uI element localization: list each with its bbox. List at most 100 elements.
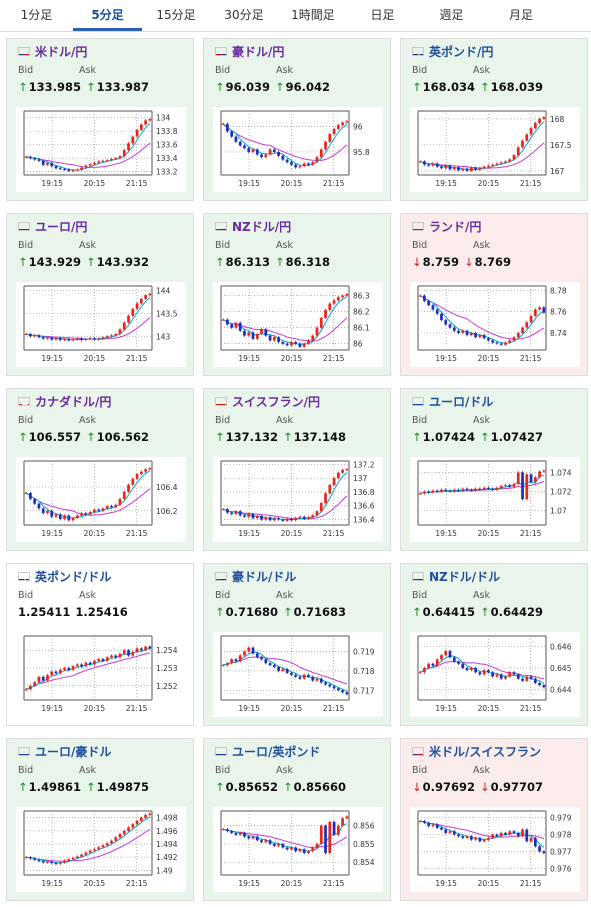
candle-up: [521, 327, 524, 333]
mini-candle-chart[interactable]: 137.2 137 136.8 136.6 136.4 19:15 20:15 21:15: [213, 457, 383, 542]
candle-up: [345, 469, 349, 471]
candle-up: [341, 295, 344, 298]
tab-1[interactable]: 1分足: [20, 8, 53, 22]
candle-down: [435, 309, 439, 314]
candle-up: [290, 342, 293, 346]
candle-up: [97, 847, 101, 850]
pair-name-link[interactable]: スイスフラン/円: [232, 394, 321, 409]
candle-down: [423, 295, 426, 301]
tab-4[interactable]: 30分足: [224, 8, 264, 22]
candle-up: [24, 689, 28, 691]
pair-name-link[interactable]: 豪ドル/ドル: [232, 569, 297, 584]
rate-card[interactable]: スイスフラン/円 Bid Ask ↑137.132 ↑137.148 137.2 137 13…: [203, 388, 391, 551]
rate-card[interactable]: カナダドル/円 Bid Ask ↑106.557 ↑106.562 106.4 106.2 1…: [6, 388, 194, 551]
candle-up: [97, 161, 101, 163]
rate-card[interactable]: 米ドル/スイスフラン Bid Ask ↓0.97692 ↓0.97707 0.979 0.9…: [400, 738, 588, 901]
candle-up: [319, 502, 323, 512]
rate-card[interactable]: 英ポンド/円 Bid Ask ↑168.034 ↑168.039 168 167.5 167 1…: [400, 38, 588, 201]
rate-card[interactable]: ユーロ/ドル Bid Ask ↑1.07424 ↑1.07427 1.074 1.072 1.…: [400, 388, 588, 551]
candle-up: [461, 488, 465, 491]
pair-name-link[interactable]: 米ドル/スイスフラン: [429, 744, 542, 759]
bid-price: 8.759: [422, 255, 460, 269]
candle-down: [538, 682, 541, 686]
y-tick-label: 136.6: [353, 502, 375, 511]
candle-up: [37, 676, 41, 683]
mini-candle-chart[interactable]: 8.78 8.76 8.74 19:15 20:15 21:15: [410, 282, 580, 367]
candle-up: [315, 511, 319, 516]
ask-label: Ask: [276, 765, 293, 776]
tab-8[interactable]: 月足: [508, 8, 533, 22]
mini-candle-chart[interactable]: 106.4 106.2 19:15 20:15 21:15: [16, 457, 186, 542]
mini-candle-chart[interactable]: 0.719 0.718 0.717 19:15 20:15 21:15: [213, 632, 383, 717]
candle-down: [448, 490, 452, 492]
tab-2[interactable]: 5分足: [73, 0, 142, 31]
x-tick-label: 21:15: [323, 354, 345, 363]
candle-down: [294, 164, 298, 168]
pair-name-link[interactable]: ランド/円: [429, 219, 482, 234]
mini-candle-chart[interactable]: 1.254 1.253 1.252 19:15 20:15 21:15: [16, 632, 186, 717]
rate-card[interactable]: ランド/円 Bid Ask ↓8.759 ↓8.769 8.78 8.76 8.74 19:15…: [400, 213, 588, 376]
tab-3[interactable]: 15分足: [156, 8, 196, 22]
rate-card[interactable]: 豪ドル/円 Bid Ask ↑96.039 ↑96.042 96 95.8 19:15 20:1…: [203, 38, 391, 201]
y-tick-label: 143: [156, 332, 171, 341]
mini-candle-chart[interactable]: 86.3 86.2 86.1 86 19:15 20:15 21:15: [213, 282, 383, 367]
pair-name-link[interactable]: 英ポンド/円: [429, 44, 494, 59]
mini-candle-chart[interactable]: 168 167.5 167 19:15 20:15 21:15: [410, 107, 580, 192]
pair-name-link[interactable]: ユーロ/英ポンド: [232, 744, 321, 759]
mini-candle-chart[interactable]: 0.646 0.645 0.644 19:15 20:15 21:15: [410, 632, 580, 717]
mini-candle-chart[interactable]: 0.856 0.855 0.854 19:15 20:15 21:15: [213, 807, 383, 892]
arrow-up-icon: ↑: [412, 430, 422, 444]
x-tick-label: 20:15: [281, 879, 303, 888]
candle-up: [144, 469, 147, 472]
pair-name-link[interactable]: ユーロ/円: [35, 219, 88, 234]
mini-candle-chart[interactable]: 1.074 1.072 1.07 19:15 20:15 21:15: [410, 457, 580, 542]
rate-card[interactable]: ユーロ/豪ドル Bid Ask ↑1.49861 ↑1.49875 1.498 1.496 1…: [6, 738, 194, 901]
pair-name-link[interactable]: 米ドル/円: [35, 44, 88, 59]
candle-up: [139, 298, 143, 304]
rate-card[interactable]: ユーロ/円 Bid Ask ↑143.929 ↑143.932 144 143.5 143 19…: [6, 213, 194, 376]
mini-candle-chart[interactable]: 96 95.8 19:15 20:15 21:15: [213, 107, 383, 192]
candle-down: [37, 503, 41, 509]
candle-up: [508, 672, 512, 677]
mini-candle-chart[interactable]: 0.979 0.978 0.977 0.976 19:15 20:15 21:15: [410, 807, 580, 892]
candle-down: [234, 136, 238, 142]
chart-svg: 137.2 137 136.8 136.6 136.4 19:15 20:15 21:15: [220, 460, 375, 538]
pair-name-link[interactable]: NZドル/円: [232, 219, 292, 234]
pair-name-link[interactable]: ユーロ/ドル: [429, 394, 494, 409]
candle-up: [101, 508, 105, 511]
tab-5[interactable]: 1時間足: [291, 8, 335, 22]
pair-name-link[interactable]: 英ポンド/ドル: [35, 569, 112, 584]
x-tick-label: 19:15: [238, 879, 260, 888]
mini-candle-chart[interactable]: 134 133.8 133.6 133.4 133.2 19:15 20:15 21:15: [16, 107, 186, 192]
card-title-row: ユーロ/英ポンド: [215, 744, 321, 759]
rate-card[interactable]: 米ドル/円 Bid Ask ↑133.985 ↑133.987 134 133.8 133.6…: [6, 38, 194, 201]
rate-card[interactable]: NZドル/円 Bid Ask ↑86.313 ↑86.318 86.3 86.2 86.1 86…: [203, 213, 391, 376]
pair-name-link[interactable]: ユーロ/豪ドル: [35, 744, 112, 759]
y-tick-label: 0.644: [550, 685, 572, 694]
pair-name-link[interactable]: 豪ドル/円: [232, 44, 285, 59]
candle-up: [478, 335, 482, 338]
candle-down: [277, 337, 280, 342]
rate-card[interactable]: 豪ドル/ドル Bid Ask ↑0.71680 ↑0.71683 0.719 0.718 0.…: [203, 563, 391, 726]
candle-up: [332, 300, 336, 304]
mini-candle-chart[interactable]: 144 143.5 143 19:15 20:15 21:15: [16, 282, 186, 367]
tab-6[interactable]: 日足: [370, 8, 395, 22]
pair-name-link[interactable]: NZドル/ドル: [429, 569, 501, 584]
candle-up: [345, 816, 349, 819]
rate-card[interactable]: NZドル/ドル Bid Ask ↑0.64415 ↑0.64429 0.646 0.645 0…: [400, 563, 588, 726]
y-tick-label: 133.4: [156, 154, 178, 163]
candle-up: [63, 668, 66, 670]
pair-name-link[interactable]: カナダドル/円: [35, 394, 112, 409]
y-tick-label: 0.645: [550, 664, 572, 673]
tab-7[interactable]: 週足: [439, 8, 464, 22]
candle-down: [148, 646, 152, 649]
rate-card[interactable]: ユーロ/英ポンド Bid Ask ↑0.85652 ↑0.85660 0.856 0.855…: [203, 738, 391, 901]
candle-down: [423, 161, 426, 165]
mini-candle-chart[interactable]: 1.498 1.496 1.494 1.492 1.49 19:15 20:15 21:15: [16, 807, 186, 892]
country-flag-icon: [18, 746, 30, 756]
x-tick-label: 21:15: [126, 354, 148, 363]
rate-card[interactable]: 英ポンド/ドル Bid Ask 1.25411 1.25416 1.254 1.253 1.2…: [6, 563, 194, 726]
candle-up: [311, 847, 315, 852]
candle-down: [54, 166, 58, 169]
bid-label: Bid: [18, 240, 34, 251]
